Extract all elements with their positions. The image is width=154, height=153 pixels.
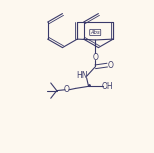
Text: O: O: [64, 85, 70, 94]
Text: O: O: [92, 53, 98, 62]
Text: O: O: [108, 61, 114, 70]
Text: OH: OH: [101, 82, 113, 91]
Text: Abs: Abs: [90, 30, 100, 35]
Text: HN: HN: [76, 71, 88, 80]
